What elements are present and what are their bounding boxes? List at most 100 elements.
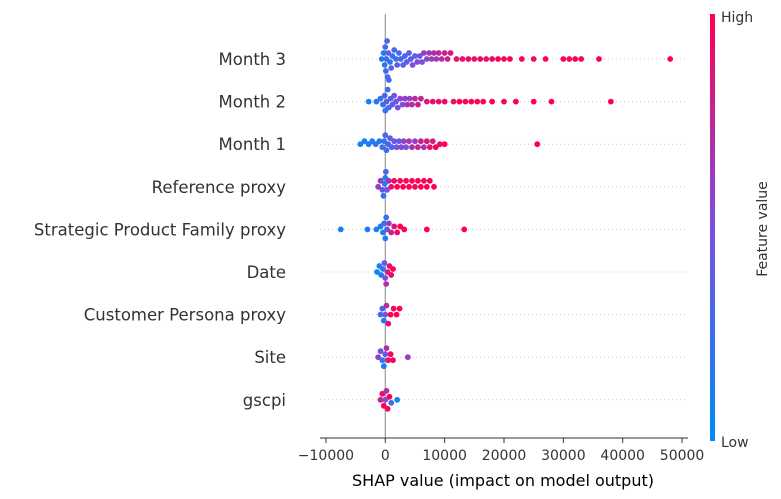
shap-point xyxy=(373,98,380,105)
shap-point xyxy=(377,396,384,403)
shap-point xyxy=(412,138,418,145)
shap-point xyxy=(401,95,408,102)
shap-point xyxy=(380,229,386,236)
shap-point xyxy=(548,98,555,105)
x-tick-label: 10000 xyxy=(422,448,467,464)
shap-point xyxy=(400,183,406,190)
shap-point xyxy=(388,229,395,236)
shap-point xyxy=(409,101,415,108)
shap-point xyxy=(382,132,389,139)
colorbar-gradient xyxy=(710,14,715,441)
shap-point xyxy=(420,50,427,56)
shap-point xyxy=(412,95,418,102)
shap-point xyxy=(394,183,401,190)
shap-point xyxy=(450,98,457,105)
shap-point xyxy=(382,311,389,318)
shap-point xyxy=(483,56,490,62)
shap-point xyxy=(383,281,390,287)
shap-point xyxy=(383,387,390,394)
shap-point xyxy=(381,62,388,68)
shap-point xyxy=(399,101,406,108)
shap-point xyxy=(382,351,389,358)
shap-point xyxy=(406,95,413,102)
shap-point xyxy=(489,56,496,62)
shap-point xyxy=(391,138,398,145)
feature-labels: Month 3 Month 2 Month 1 Reference proxy Stra… xyxy=(34,50,286,410)
shap-point xyxy=(391,177,398,184)
shap-point xyxy=(426,144,433,151)
beeswarm-points xyxy=(337,38,674,412)
shap-point xyxy=(474,98,481,105)
shap-point xyxy=(400,138,407,145)
shap-point xyxy=(382,235,389,242)
shap-point xyxy=(385,77,392,83)
shap-point xyxy=(429,138,436,145)
shap-point xyxy=(383,345,390,352)
shap-point xyxy=(384,405,391,412)
shap-point xyxy=(435,98,442,105)
shap-point xyxy=(385,220,392,227)
shap-point xyxy=(393,311,400,318)
shap-point xyxy=(378,272,385,278)
shap-point xyxy=(385,357,392,364)
x-axis: −10000 0 10000 20000 30000 40000 50000 xyxy=(298,437,704,464)
shap-point xyxy=(384,186,390,193)
x-tick-label: 20000 xyxy=(482,448,527,464)
shap-point xyxy=(383,302,390,309)
shap-point xyxy=(393,98,399,105)
shap-point xyxy=(409,177,415,184)
shap-point xyxy=(393,144,400,151)
shap-point xyxy=(542,56,549,62)
shap-point xyxy=(431,50,437,56)
shap-point xyxy=(423,56,430,62)
shap-point xyxy=(501,56,507,62)
shap-point xyxy=(462,98,469,105)
feature-label: Month 2 xyxy=(219,93,286,112)
shap-point xyxy=(432,144,439,151)
shap-point xyxy=(667,56,674,62)
shap-point xyxy=(373,226,380,233)
shap-point xyxy=(407,56,414,62)
shap-point xyxy=(381,138,388,145)
shap-point xyxy=(418,95,424,102)
shap-point xyxy=(386,393,393,400)
shap-point xyxy=(384,226,390,233)
shap-point xyxy=(385,320,392,327)
shap-point xyxy=(379,144,386,151)
shap-point xyxy=(377,348,384,355)
shap-point xyxy=(426,177,433,184)
shap-point xyxy=(409,144,415,151)
shap-point xyxy=(444,56,451,62)
shap-point xyxy=(388,183,395,190)
shap-point xyxy=(403,144,409,151)
feature-label: Site xyxy=(254,348,286,367)
shap-point xyxy=(381,180,388,187)
shap-point xyxy=(388,272,395,278)
shap-point xyxy=(357,141,364,148)
shap-point xyxy=(412,53,418,59)
feature-label: Date xyxy=(247,263,286,282)
shap-point xyxy=(435,50,442,56)
shap-point xyxy=(383,147,390,154)
shap-point xyxy=(420,144,427,151)
shap-point xyxy=(426,50,433,56)
shap-point xyxy=(453,56,460,62)
shap-point xyxy=(383,98,390,105)
shap-point xyxy=(375,183,382,190)
shap-point xyxy=(364,226,371,233)
shap-point xyxy=(447,50,454,56)
shap-point xyxy=(465,56,472,62)
x-tick-label: 30000 xyxy=(541,448,586,464)
shap-point xyxy=(380,266,386,272)
shap-point xyxy=(387,59,393,65)
shap-point xyxy=(397,177,404,184)
shap-point xyxy=(381,92,388,99)
shap-point xyxy=(596,56,602,62)
shap-point xyxy=(387,351,394,358)
feature-label: gscpi xyxy=(243,391,286,410)
shap-point xyxy=(380,50,387,56)
shap-point xyxy=(404,101,411,108)
shap-point xyxy=(397,56,404,62)
feature-label: Strategic Product Family proxy xyxy=(34,220,286,239)
